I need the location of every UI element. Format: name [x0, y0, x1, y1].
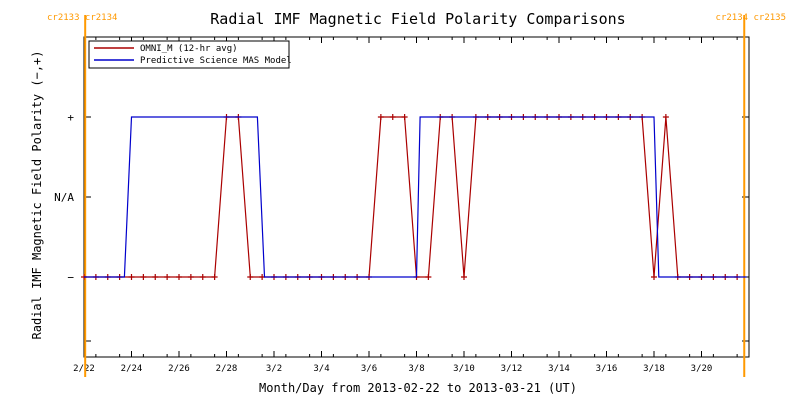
data-point-marker — [187, 274, 194, 280]
data-point-marker — [199, 274, 206, 280]
data-point-marker — [211, 274, 218, 280]
carrington-marker-label: cr2134 cr2135 — [716, 13, 786, 23]
data-point-marker — [140, 274, 147, 280]
carrington-marker-label: cr2133 cr2134 — [47, 13, 117, 23]
data-point-marker — [247, 274, 254, 280]
y-axis-label: Radial IMF Magnetic Field Polarity (−,+) — [30, 51, 44, 340]
x-tick-label: 3/8 — [408, 364, 424, 374]
data-point-marker — [128, 274, 135, 280]
x-tick-label: 2/28 — [216, 364, 238, 374]
data-point-marker — [377, 114, 384, 120]
x-tick-label: 3/16 — [596, 364, 618, 374]
data-point-marker — [662, 114, 669, 120]
data-point-marker — [401, 114, 408, 120]
data-point-marker — [389, 114, 396, 120]
carrington-rotation-markers: cr2133 cr2134 cr2134 cr2135 — [47, 13, 786, 377]
legend-box — [88, 40, 290, 69]
y-tick-label: N/A — [54, 191, 74, 204]
x-tick-label: 2/26 — [168, 364, 190, 374]
data-point-marker — [425, 274, 432, 280]
y-tick-label: − — [67, 271, 74, 284]
x-tick-label: 3/12 — [501, 364, 523, 374]
data-point-marker — [651, 274, 657, 280]
x-axis-label: Month/Day from 2013-02-22 to 2013-03-21 … — [259, 381, 577, 395]
y-axis-ticks: − N/A + — [54, 111, 749, 342]
x-tick-label: 3/10 — [453, 364, 475, 374]
chart-title: Radial IMF Magnetic Field Polarity Compa… — [210, 10, 625, 28]
x-tick-label: 3/18 — [643, 364, 665, 374]
series-line-mas-model — [84, 116, 747, 278]
y-tick-label: + — [67, 111, 74, 124]
series-layer — [81, 114, 747, 280]
x-tick-label: 3/6 — [361, 364, 377, 374]
data-point-marker — [461, 274, 467, 280]
data-point-marker — [164, 274, 171, 280]
x-tick-label: 3/4 — [313, 364, 329, 374]
x-tick-label: 3/2 — [266, 364, 282, 374]
x-tick-label: 3/20 — [691, 364, 713, 374]
legend: OMNI_M (12-hr avg) Predictive Science MA… — [88, 40, 292, 69]
x-tick-label: 3/14 — [548, 364, 570, 374]
legend-label-omni: OMNI_M (12-hr avg) — [140, 44, 238, 54]
data-point-marker — [152, 274, 159, 280]
data-point-marker — [176, 274, 182, 280]
x-axis-ticks: 2/22 2/24 2/26 2/28 3/2 3/4 3/6 3/8 3/10 3/12 3/14… — [73, 37, 738, 374]
legend-label-mas-model: Predictive Science MAS Model — [140, 56, 292, 66]
x-tick-label: 2/22 — [73, 364, 95, 374]
x-tick-label: 2/24 — [121, 364, 143, 374]
